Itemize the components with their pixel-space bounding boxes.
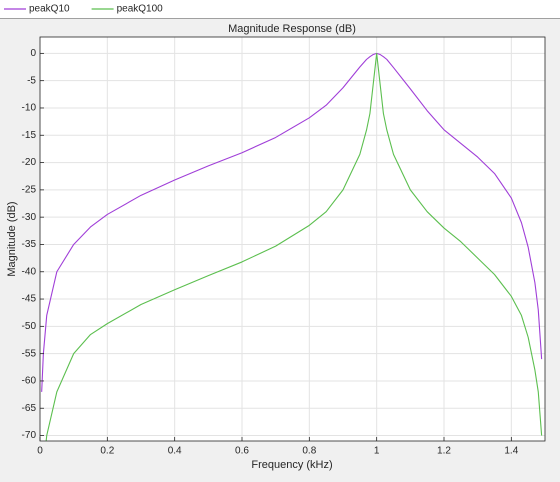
- y-tick-label: -55: [22, 348, 37, 359]
- y-tick-label: -5: [27, 75, 36, 86]
- x-tick-label: 0.4: [168, 446, 182, 457]
- y-tick-label: -10: [22, 103, 37, 114]
- y-axis-label: Magnitude (dB): [6, 201, 18, 276]
- legend-label: peakQ100: [117, 4, 164, 15]
- lines: [41, 52, 543, 441]
- y-tick-label: -65: [22, 403, 37, 414]
- y-tick-label: -40: [22, 266, 37, 277]
- plot-frame: [39, 36, 546, 442]
- y-tick-label: -15: [22, 130, 37, 141]
- x-tick-label: 1: [374, 446, 380, 457]
- legend-bar: [0, 0, 560, 18]
- x-tick-label: 0.8: [302, 446, 316, 457]
- x-axis-label: Frequency (kHz): [251, 459, 332, 471]
- y-tick-label: -60: [22, 376, 37, 387]
- series-line: [41, 52, 543, 392]
- x-tick-label: 1.2: [437, 446, 451, 457]
- series-line: [45, 52, 543, 441]
- y-tick-label: 0: [30, 48, 36, 59]
- y-tick-label: -50: [22, 321, 37, 332]
- chart-title: Magnitude Response (dB): [228, 23, 356, 35]
- y-tick-label: -45: [22, 294, 37, 305]
- y-tick-label: -20: [22, 157, 37, 168]
- grid: [39, 37, 545, 441]
- x-tick-label: 0.2: [100, 446, 114, 457]
- y-tick-label: -25: [22, 185, 37, 196]
- y-tick-label: -35: [22, 239, 37, 250]
- legend-label: peakQ10: [29, 4, 70, 15]
- x-tick-label: 1.4: [504, 446, 518, 457]
- y-tick-label: -30: [22, 212, 37, 223]
- x-tick-label: 0: [37, 446, 43, 457]
- plot-area: [40, 37, 545, 441]
- y-tick-label: -70: [22, 430, 37, 441]
- x-tick-label: 0.6: [235, 446, 249, 457]
